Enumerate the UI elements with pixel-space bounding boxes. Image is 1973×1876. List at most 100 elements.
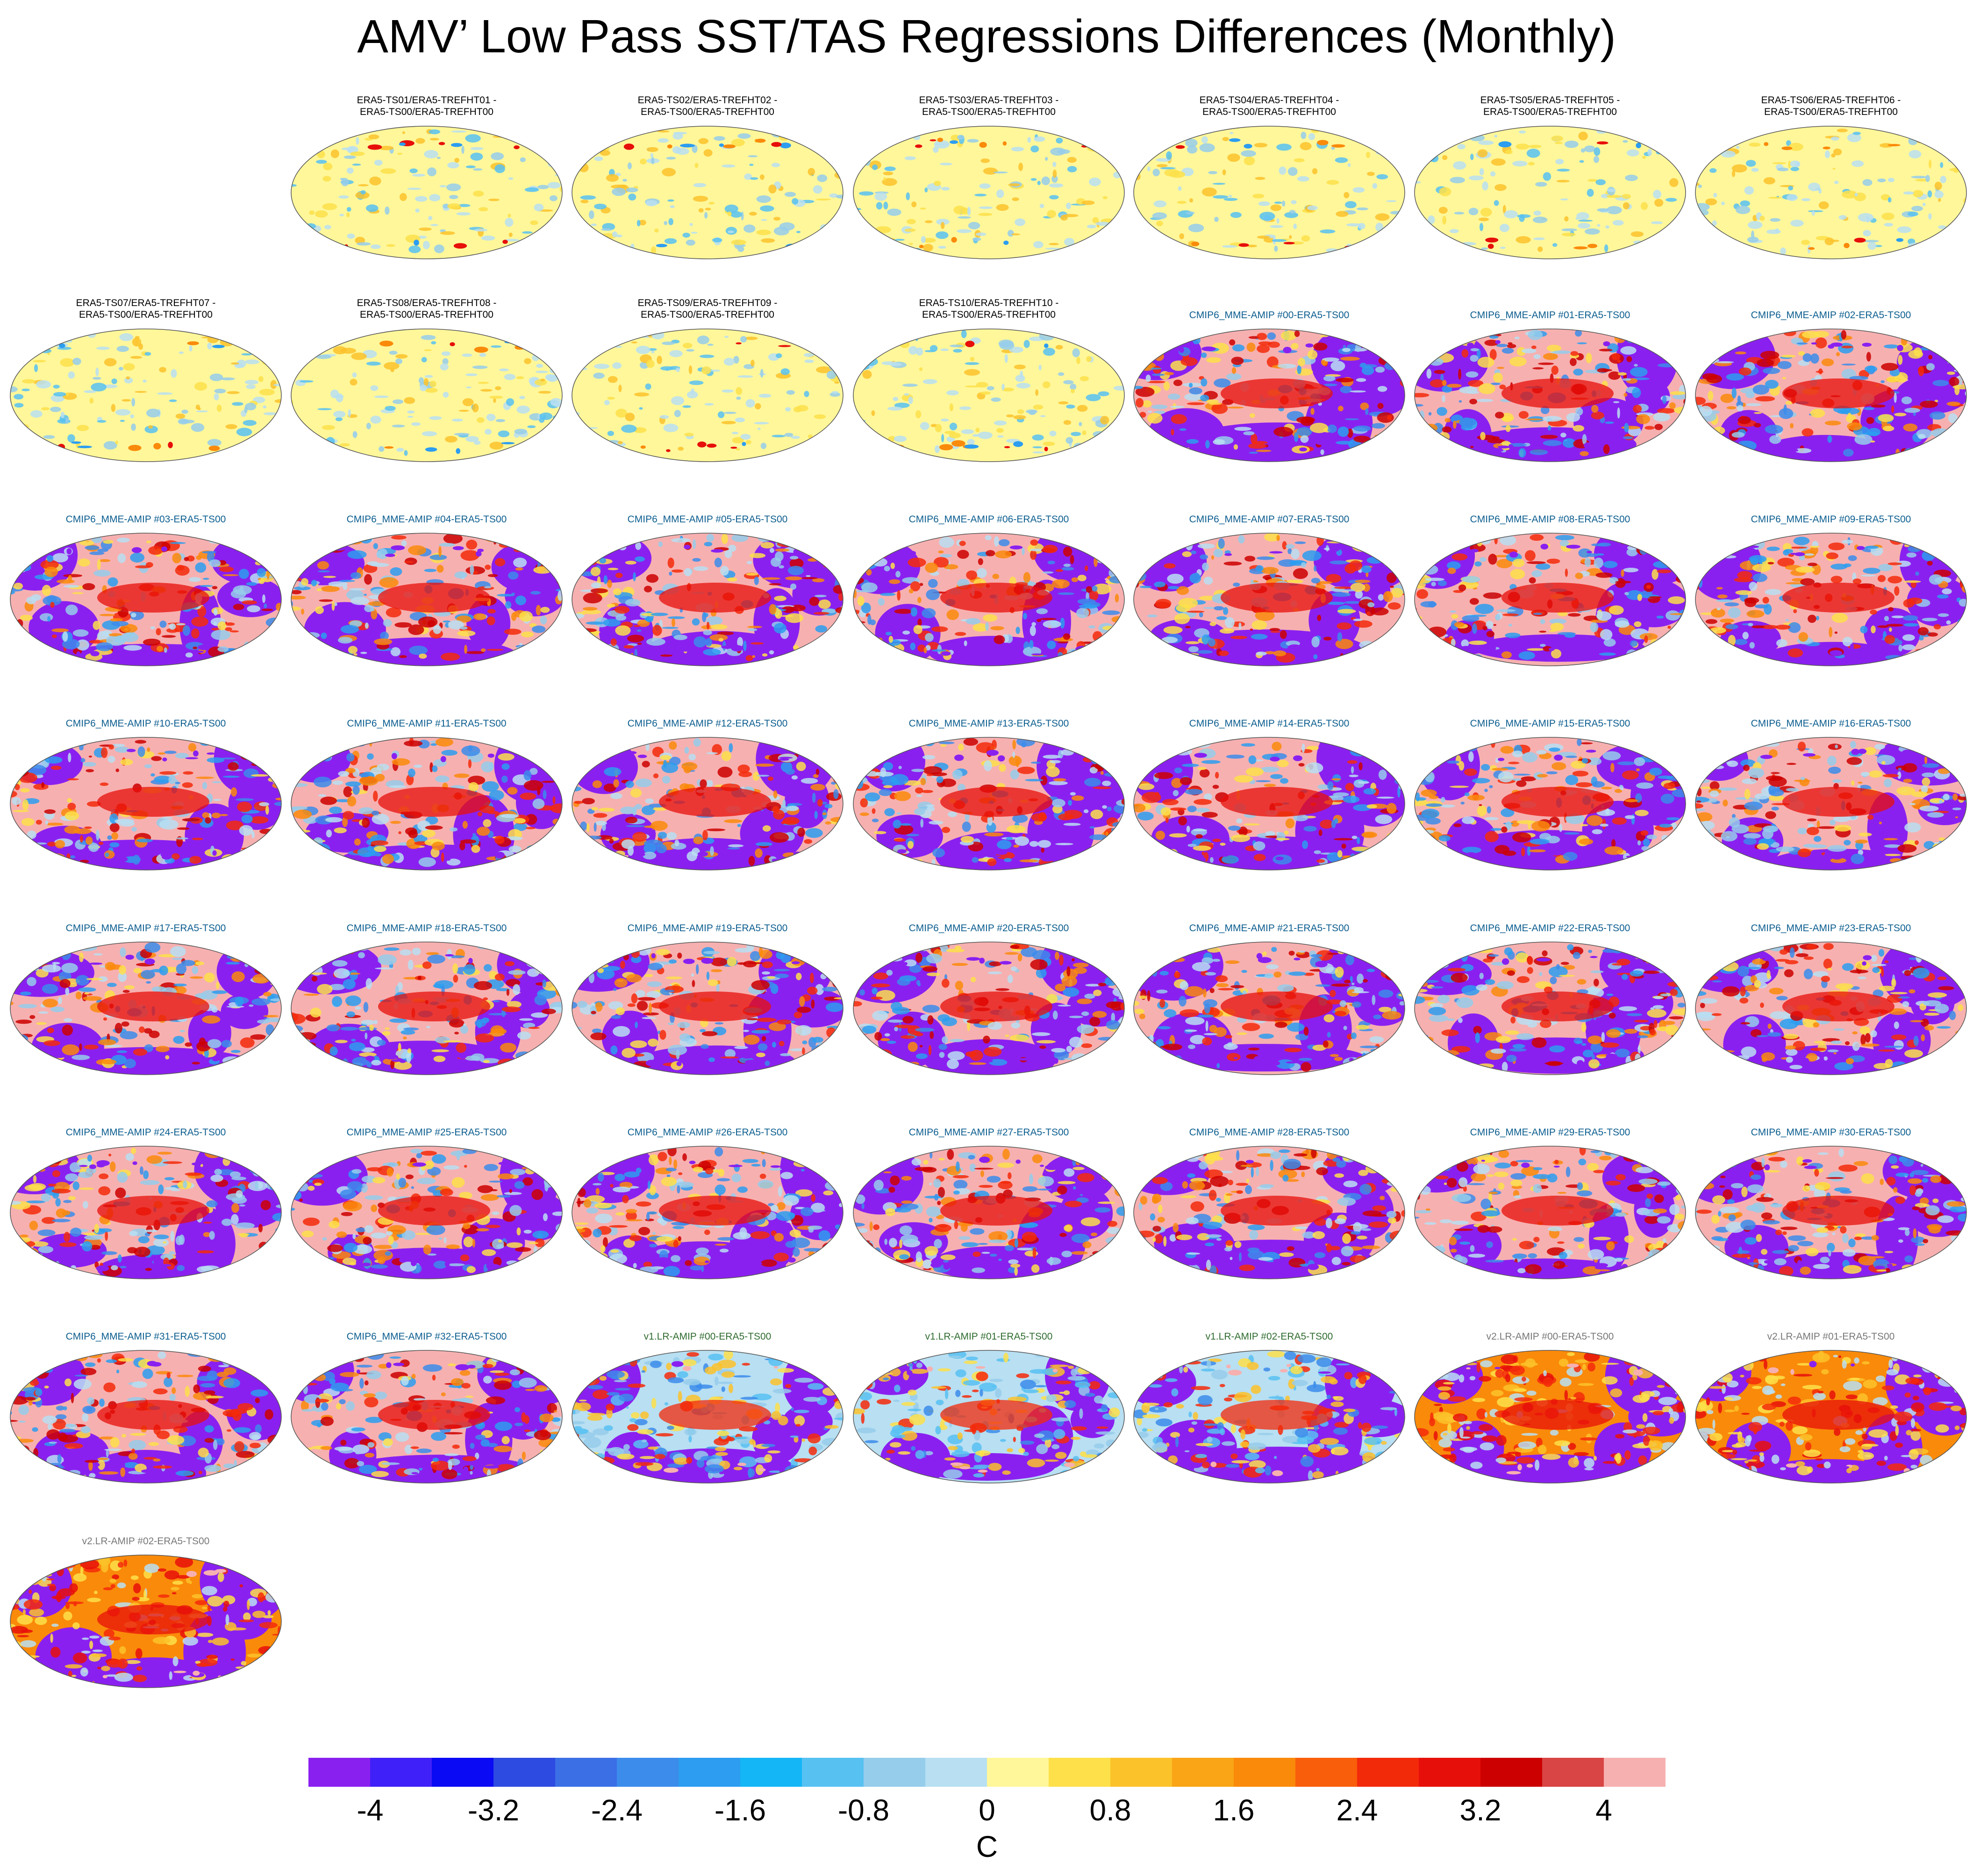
anomaly-patch <box>518 131 531 134</box>
anomaly-patch <box>429 554 447 560</box>
extreme-patch <box>1460 246 1467 250</box>
anomaly-patch <box>1801 428 1814 437</box>
anomaly-patch <box>878 598 885 606</box>
map-outline <box>1133 533 1405 666</box>
anomaly-patch <box>1918 434 1926 439</box>
anomaly-patch <box>404 397 415 404</box>
anomaly-patch <box>1808 182 1821 192</box>
anomaly-patch <box>996 204 1009 211</box>
anomaly-patch <box>1695 417 1705 424</box>
anomaly-patch <box>340 348 357 354</box>
anomaly-patch <box>1695 359 1710 367</box>
anomaly-patch <box>1025 779 1044 782</box>
anomaly-patch <box>854 243 858 250</box>
anomaly-patch <box>1726 373 1744 381</box>
anomaly-patch <box>1530 534 1544 541</box>
anomaly-patch <box>1477 357 1494 368</box>
anomaly-patch <box>1829 627 1833 638</box>
anomaly-patch <box>603 619 621 627</box>
anomaly-patch <box>319 599 333 602</box>
anomaly-patch <box>537 185 549 189</box>
anomaly-patch <box>1065 437 1073 444</box>
anomaly-patch <box>171 853 180 860</box>
anomaly-patch <box>1478 217 1489 221</box>
anomaly-patch <box>52 553 68 563</box>
anomaly-patch <box>1093 631 1102 642</box>
anomaly-patch <box>240 751 253 760</box>
anomaly-patch <box>543 790 547 799</box>
anomaly-patch <box>975 232 986 236</box>
anomaly-patch <box>586 550 603 556</box>
anomaly-patch <box>159 621 167 628</box>
anomaly-patch <box>1037 180 1041 185</box>
anomaly-patch <box>124 377 133 384</box>
anomaly-patch <box>773 217 781 221</box>
anomaly-patch <box>559 627 562 634</box>
anomaly-patch <box>646 638 665 646</box>
anomaly-patch <box>671 538 691 542</box>
anomaly-patch <box>473 571 478 575</box>
anomaly-patch <box>934 140 950 149</box>
anomaly-patch <box>1943 335 1959 344</box>
anomaly-patch <box>179 419 195 424</box>
anomaly-patch <box>1468 380 1484 387</box>
anomaly-patch <box>1496 559 1512 569</box>
anomaly-patch <box>261 357 272 365</box>
anomaly-patch <box>1434 370 1445 374</box>
anomaly-patch <box>1152 365 1161 374</box>
anomaly-patch <box>310 137 323 140</box>
anomaly-patch <box>205 817 211 824</box>
anomaly-patch <box>1171 429 1174 435</box>
anomaly-patch <box>1336 378 1354 383</box>
anomaly-patch <box>1102 653 1115 660</box>
anomaly-patch <box>291 551 309 559</box>
anomaly-patch <box>1495 412 1504 419</box>
anomaly-patch <box>1630 231 1644 237</box>
anomaly-patch <box>461 745 480 756</box>
extreme-patch <box>697 851 708 857</box>
anomaly-patch <box>1399 643 1404 654</box>
map-outline <box>853 737 1125 870</box>
anomaly-patch <box>126 376 130 379</box>
anomaly-patch <box>887 407 903 411</box>
anomaly-patch <box>516 449 526 453</box>
anomaly-patch <box>1169 171 1186 178</box>
anomaly-patch <box>933 146 939 153</box>
anomaly-patch <box>703 630 712 635</box>
anomaly-patch <box>1399 411 1405 421</box>
anomaly-patch <box>907 219 916 224</box>
anomaly-patch <box>1640 590 1653 597</box>
anomaly-patch <box>1663 635 1679 639</box>
anomaly-patch <box>1483 592 1502 599</box>
anomaly-patch <box>239 825 253 836</box>
anomaly-patch <box>826 741 843 747</box>
anomaly-patch <box>1796 342 1808 345</box>
anomaly-patch <box>1673 236 1684 243</box>
anomaly-patch <box>940 348 949 351</box>
anomaly-patch <box>331 601 335 611</box>
anomaly-patch <box>315 606 324 614</box>
map-panel: CMIP6_MME-AMIP #12-ERA5-TS00 <box>570 706 845 911</box>
anomaly-patch <box>368 134 379 139</box>
anomaly-patch <box>1728 447 1735 458</box>
map-panel: ERA5-TS03/ERA5-TREFHT03 - ERA5-TS00/ERA5… <box>851 94 1126 300</box>
anomaly-patch <box>408 830 418 839</box>
anomaly-patch <box>688 365 693 374</box>
anomaly-patch <box>1884 344 1899 349</box>
anomaly-patch <box>494 558 506 566</box>
anomaly-patch <box>582 607 598 611</box>
equatorial-anomaly <box>1501 378 1614 408</box>
anomaly-patch <box>168 775 176 785</box>
anomaly-patch <box>1647 141 1661 144</box>
anomaly-patch <box>1515 236 1531 243</box>
anomaly-patch <box>1402 174 1405 180</box>
anomaly-patch <box>1039 204 1044 208</box>
anomaly-patch <box>1118 564 1124 573</box>
anomaly-patch <box>1191 550 1197 555</box>
anomaly-patch <box>1320 820 1333 829</box>
anomaly-patch <box>242 646 253 656</box>
anomaly-patch <box>1762 367 1780 374</box>
anomaly-patch <box>533 566 552 574</box>
anomaly-patch <box>243 420 257 426</box>
anomaly-patch <box>367 753 374 760</box>
